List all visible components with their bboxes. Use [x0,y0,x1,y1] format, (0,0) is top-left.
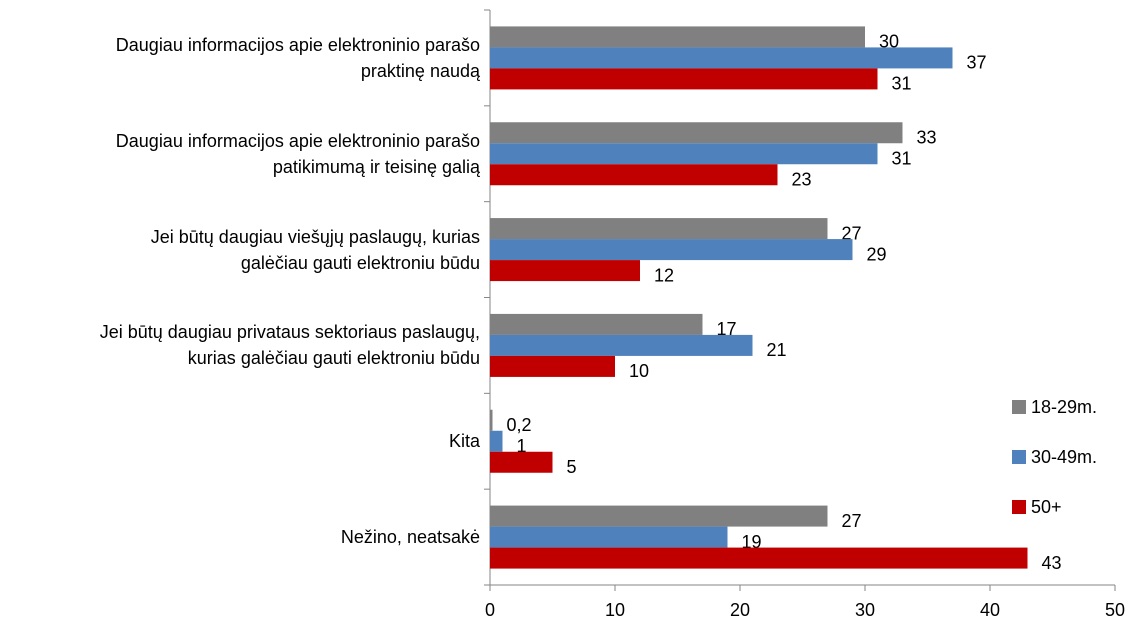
value-label: 27 [842,223,862,243]
value-label: 31 [892,74,912,94]
bar [490,122,903,144]
legend-swatch [1012,500,1026,514]
bar [490,547,1028,569]
x-tick-label: 10 [605,600,625,620]
bar [490,526,728,548]
value-label: 37 [967,53,987,73]
value-label: 23 [792,170,812,190]
bar [490,451,553,473]
x-tick-label: 40 [980,600,1000,620]
category-label: Daugiau informacijos apie elektroninio p… [115,130,480,177]
legend-label: 50+ [1031,497,1062,517]
bar [490,218,828,240]
x-tick-label: 0 [485,600,495,620]
bar [490,143,878,165]
bar [490,239,853,261]
value-label: 0,2 [507,415,532,435]
value-label: 5 [567,457,577,477]
bar [490,505,828,527]
bar [490,355,615,377]
legend-swatch [1012,400,1026,414]
value-label: 21 [767,340,787,360]
value-label: 27 [842,511,862,531]
x-tick-label: 20 [730,600,750,620]
x-tick-label: 30 [855,600,875,620]
value-label: 12 [654,265,674,285]
value-label: 10 [629,361,649,381]
value-label: 17 [717,319,737,339]
bar [490,26,865,48]
legend-label: 30-49m. [1031,447,1097,467]
category-label: Jei būtų daugiau privataus sektoriaus pa… [99,322,480,369]
category-label: Jei būtų daugiau viešųjų paslaugų, kuria… [150,226,480,273]
bar [490,313,703,335]
value-label: 43 [1042,553,1062,573]
legend-swatch [1012,450,1026,464]
value-label: 30 [879,32,899,52]
x-tick-label: 50 [1105,600,1125,620]
value-label: 31 [892,149,912,169]
bar [490,164,778,186]
value-label: 19 [742,532,762,552]
bar [490,47,953,69]
category-label: Kita [448,431,480,452]
bar [490,334,753,356]
value-label: 33 [917,128,937,148]
value-label: 29 [867,244,887,264]
bar [490,409,493,431]
legend-label: 18-29m. [1031,397,1097,417]
category-label: Daugiau informacijos apie elektroninio p… [115,34,480,81]
bar [490,260,640,282]
bar [490,68,878,90]
category-label: Nežino, neatsakė [340,527,480,548]
value-label: 1 [517,436,527,456]
bar [490,430,503,452]
